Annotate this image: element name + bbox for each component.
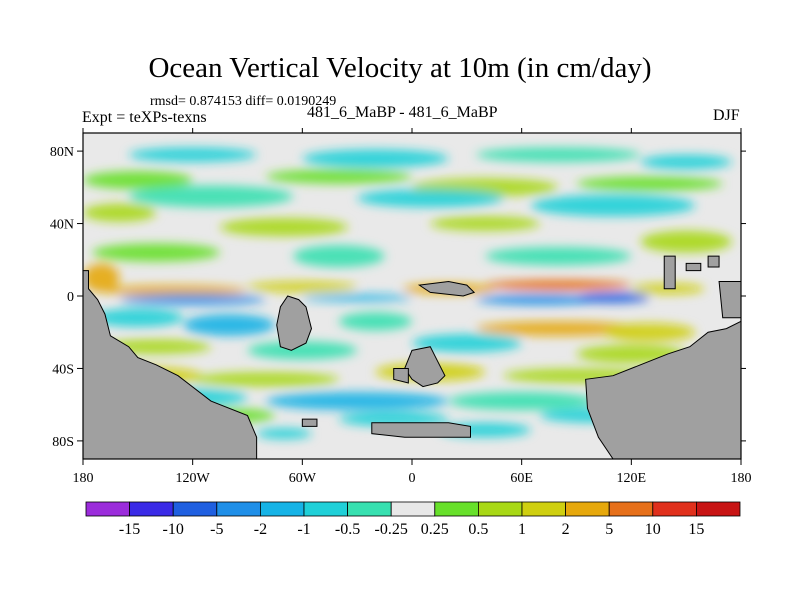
x-tick-label: 60E <box>510 471 533 486</box>
velocity-blob <box>265 391 449 411</box>
colorbar-label: -0.25 <box>375 521 408 538</box>
colorbar-label: 10 <box>645 521 661 538</box>
velocity-blob <box>92 308 184 327</box>
land-polygon <box>393 367 409 384</box>
velocity-blob <box>475 147 641 162</box>
colorbar-swatch <box>652 501 697 517</box>
velocity-blob <box>265 169 412 184</box>
season-label: DJF <box>713 107 740 124</box>
colorbar-swatch <box>303 501 348 517</box>
velocity-blob <box>192 372 339 387</box>
velocity-blob <box>448 391 595 411</box>
y-tick-label: 40S <box>52 362 74 377</box>
velocity-blob <box>92 243 221 262</box>
colorbar: -15 -10 -5 -2 -1 -0.5 -0.25 0.25 0.5 1 2 5 10 15 <box>85 501 741 538</box>
velocity-blob <box>357 189 504 208</box>
colorbar-swatch <box>565 501 610 517</box>
colorbar-label: 15 <box>688 521 704 538</box>
velocity-blob <box>83 203 157 222</box>
chart-title: Ocean Vertical Velocity at 10m (in cm/da… <box>148 52 652 84</box>
velocity-blob <box>128 185 294 208</box>
velocity-blob <box>293 245 385 268</box>
colorbar-swatch <box>216 501 261 517</box>
velocity-blob <box>220 218 349 237</box>
velocity-blob <box>338 312 413 331</box>
colorbar-label: 5 <box>605 521 613 538</box>
colorbar-swatch <box>477 501 523 517</box>
velocity-blob <box>430 216 540 231</box>
x-tick-label: 60W <box>289 471 317 486</box>
velocity-blob <box>128 147 257 162</box>
rmsd-label: rmsd= 0.874153 diff= 0.0190249 <box>150 94 337 109</box>
plot-area <box>83 133 741 459</box>
land-polygon <box>707 255 720 268</box>
case-label: 481_6_MaBP - 481_6_MaBP <box>307 104 498 121</box>
land-polygon <box>663 255 676 290</box>
velocity-blob <box>576 292 650 304</box>
colorbar-label: 0.5 <box>468 521 488 538</box>
y-tick-label: 80S <box>52 435 74 450</box>
velocity-blob <box>603 323 696 342</box>
velocity-blob <box>485 279 632 291</box>
colorbar-label: -5 <box>210 521 223 538</box>
y-tick-label: 80N <box>50 145 74 160</box>
colorbar-swatch <box>608 501 654 517</box>
velocity-blob <box>83 263 120 293</box>
velocity-blob <box>101 285 248 297</box>
colorbar-swatch <box>434 501 479 517</box>
colorbar-swatch <box>129 501 174 517</box>
velocity-blob <box>302 149 449 168</box>
land-mask <box>83 255 741 459</box>
velocity-blob <box>247 341 358 360</box>
x-tick-label: 120W <box>176 471 211 486</box>
x-tick-label: 180 <box>731 471 752 486</box>
y-tick-label: 40N <box>50 218 74 233</box>
colorbar-label: 1 <box>518 521 526 538</box>
colorbar-swatch <box>259 501 305 517</box>
velocity-blob <box>640 154 732 170</box>
land-polygon <box>417 281 476 297</box>
colorbar-swatch <box>696 501 741 517</box>
colorbar-label: -10 <box>163 521 184 538</box>
colorbar-label: -0.5 <box>335 521 360 538</box>
colorbar-label: -1 <box>297 521 310 538</box>
colorbar-swatch <box>521 501 566 517</box>
colorbar-label: -15 <box>119 521 140 538</box>
x-tick-label: 120E <box>617 471 647 486</box>
velocity-blob <box>530 194 696 217</box>
velocity-blob <box>183 314 275 336</box>
x-tick-label: 0 <box>409 471 416 486</box>
velocity-blob <box>256 428 312 440</box>
velocity-blob <box>302 294 412 302</box>
land-polygon <box>83 270 258 459</box>
velocity-blob <box>485 247 632 266</box>
land-polygon <box>718 281 741 319</box>
land-polygon <box>371 422 471 438</box>
velocity-blob <box>83 171 193 190</box>
colorbar-label: -2 <box>254 521 267 538</box>
colorbar-swatch <box>390 501 436 517</box>
velocity-blob <box>119 294 266 306</box>
axes: 180 120W 60W 0 60E 120E 180 80N 40N 0 40S 80S <box>50 128 752 486</box>
land-polygon <box>585 320 741 459</box>
velocity-blob <box>576 176 723 191</box>
land-polygon <box>301 418 318 427</box>
x-tick-label: 180 <box>73 471 94 486</box>
y-tick-label: 0 <box>67 290 74 305</box>
experiment-label: Expt = teXPs-texns <box>82 109 207 126</box>
colorbar-swatch <box>347 501 392 517</box>
velocity-blob <box>475 294 604 306</box>
land-polygon <box>276 295 312 351</box>
colorbar-swatch <box>85 501 130 517</box>
velocity-blob <box>412 334 522 353</box>
velocity-blob <box>640 230 732 253</box>
colorbar-label: 0.25 <box>421 521 449 538</box>
velocity-blob <box>247 281 358 293</box>
colorbar-swatch <box>172 501 218 517</box>
velocity-blob <box>475 321 641 336</box>
colorbar-label: 2 <box>562 521 570 538</box>
land-polygon <box>685 262 702 272</box>
